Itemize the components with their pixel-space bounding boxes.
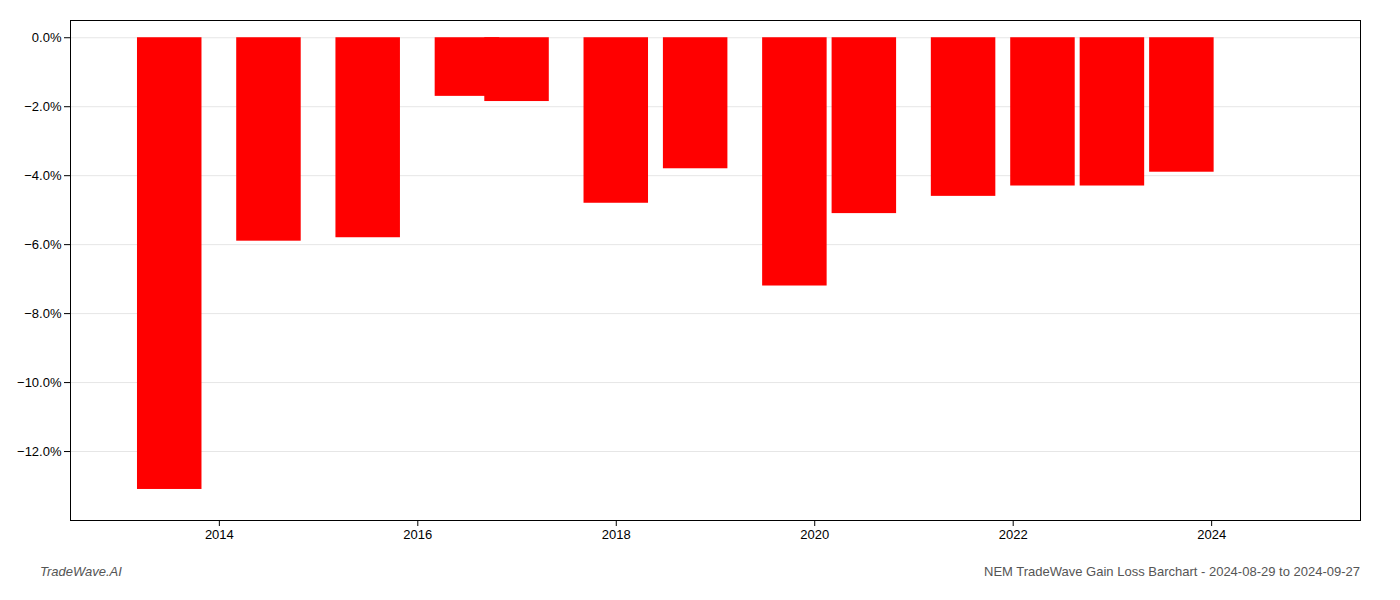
svg-text:0.0%: 0.0% xyxy=(32,30,62,45)
svg-text:−6.0%: −6.0% xyxy=(24,237,62,252)
svg-text:−4.0%: −4.0% xyxy=(24,168,62,183)
svg-text:−12.0%: −12.0% xyxy=(17,444,62,459)
svg-text:−8.0%: −8.0% xyxy=(24,306,62,321)
html-text:NEM TradeWave Gain Loss Barcha: NEM TradeWave Gain Loss Barchart - 2024-… xyxy=(984,564,1360,579)
html-text:TradeWave.AI: TradeWave.AI xyxy=(40,564,122,579)
svg-text:2018: 2018 xyxy=(602,527,631,542)
svg-text:2022: 2022 xyxy=(999,527,1028,542)
svg-text:2016: 2016 xyxy=(403,527,432,542)
svg-text:−10.0%: −10.0% xyxy=(17,375,62,390)
svg-text:2020: 2020 xyxy=(800,527,829,542)
svg-text:−2.0%: −2.0% xyxy=(24,99,62,114)
svg-text:2014: 2014 xyxy=(205,527,234,542)
svg-text:2024: 2024 xyxy=(1197,527,1226,542)
